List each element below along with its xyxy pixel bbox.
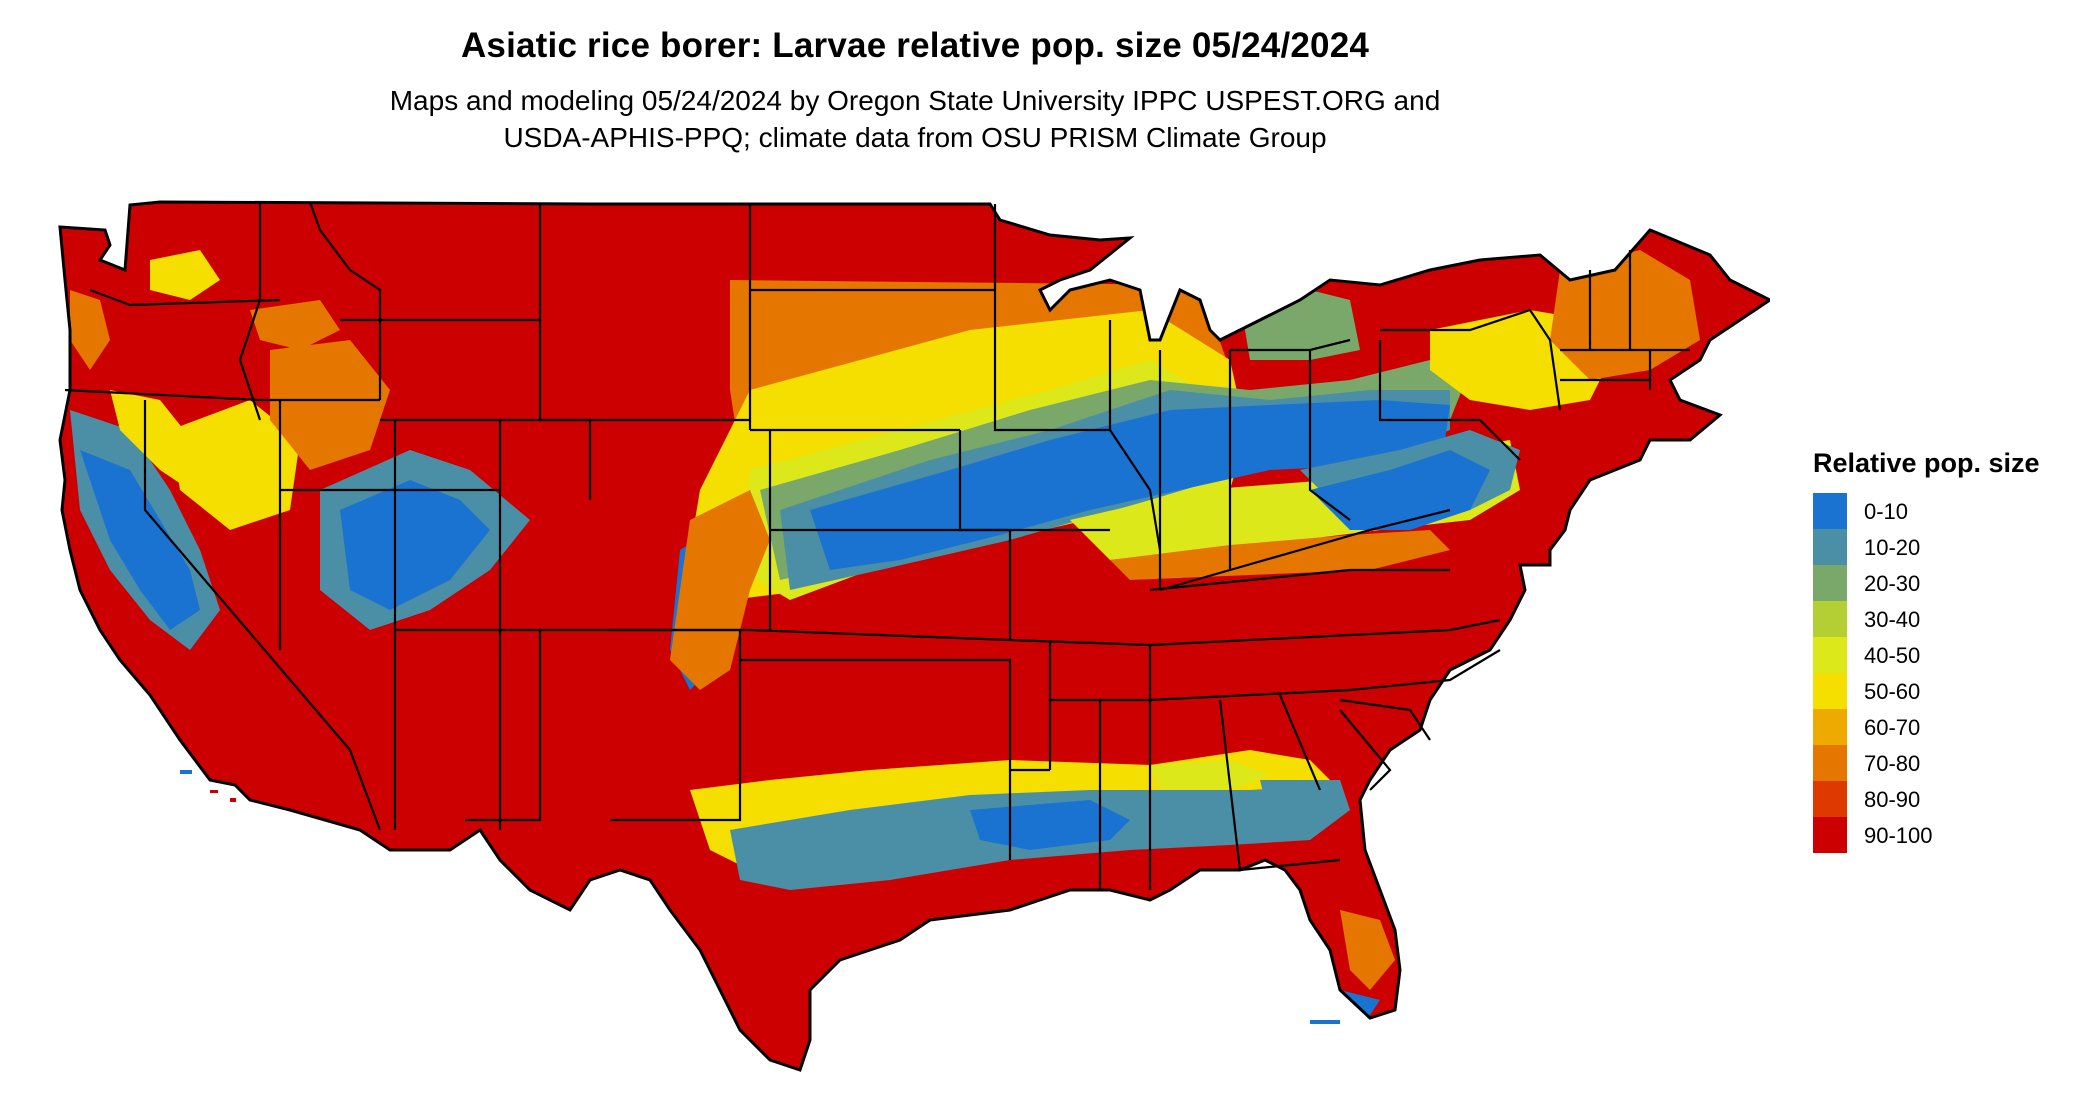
legend-label: 70-80 <box>1864 751 1921 776</box>
state-border <box>1149 618 1501 647</box>
legend-swatch <box>1813 745 1847 781</box>
legend-swatch <box>1813 817 1847 853</box>
risk-zone-alabama-lime <box>1150 760 1270 790</box>
legend-item: 60-70 <box>1813 709 2083 745</box>
state-border <box>308 201 382 400</box>
legend-label: 60-70 <box>1864 715 1921 740</box>
legend-label: 80-90 <box>1864 787 1921 812</box>
risk-zone-washington-yellow <box>150 250 220 300</box>
risk-zone-southwest-blue <box>340 480 490 610</box>
legend-item: 90-100 <box>1813 817 2083 853</box>
state-border <box>1149 688 1351 702</box>
channel-islands <box>230 798 236 802</box>
risk-zone-newengland-orange <box>1550 250 1700 380</box>
legend-swatch <box>1813 673 1847 709</box>
legend-label: 20-30 <box>1864 571 1921 596</box>
state-border <box>1149 568 1450 592</box>
risk-zone-plains-blue <box>810 400 1450 570</box>
us-risk-map <box>58 200 1770 1072</box>
map-title: Asiatic rice borer: Larvae relative pop.… <box>460 26 1370 65</box>
map-subtitle-line-1: Maps and modeling 05/24/2024 by Oregon S… <box>389 85 1441 116</box>
state-border <box>958 430 1110 532</box>
risk-zone-idaho-orange <box>250 300 340 350</box>
risk-zone-utah-orange <box>270 340 390 470</box>
state-border <box>1378 340 1480 422</box>
legend: Relative pop. size 0-10 10-20 20-30 30-40 40… <box>1813 448 2083 853</box>
risk-zone-nevada-yellow <box>170 400 300 530</box>
legend-swatch <box>1813 709 1847 745</box>
state-border <box>740 658 1050 772</box>
state-border <box>1308 350 1351 521</box>
risk-zone-newmexico-orange <box>670 490 770 690</box>
legend-swatch <box>1813 637 1847 673</box>
legend-swatch <box>1813 529 1847 565</box>
legend-item: 10-20 <box>1813 529 2083 565</box>
risk-zone-florida-tip-orange <box>1340 910 1395 990</box>
legend-label: 10-20 <box>1864 535 1921 560</box>
legend-label: 50-60 <box>1864 679 1921 704</box>
legend-items: 0-10 10-20 20-30 30-40 40-50 50-60 60-70 70-80 8… <box>1813 493 2083 853</box>
state-border <box>749 628 1011 642</box>
risk-zone-florida-teal <box>1260 780 1350 830</box>
state-borders <box>64 201 1690 890</box>
risk-zone-sierra-yellow <box>110 390 200 490</box>
state-border <box>1380 308 1531 332</box>
legend-swatch <box>1813 781 1847 817</box>
legend-item: 70-80 <box>1813 745 2083 781</box>
state-border <box>143 400 382 831</box>
state-border <box>1008 530 1151 647</box>
state-border <box>465 630 542 822</box>
state-border <box>89 288 281 307</box>
legend-swatch <box>1813 601 1847 637</box>
channel-islands <box>210 790 218 793</box>
state-border <box>64 388 261 402</box>
risk-zone-oregon-orange <box>70 290 110 370</box>
state-border <box>1109 429 1162 551</box>
state-border <box>1339 709 1392 791</box>
risk-zone-appalachia-blue <box>1310 450 1490 530</box>
state-border <box>1479 419 1521 461</box>
legend-label: 0-10 <box>1864 499 1909 524</box>
state-border <box>610 628 742 822</box>
legend-label: 30-40 <box>1864 607 1921 632</box>
legend-item: 30-40 <box>1813 601 2083 637</box>
channel-islands <box>180 770 192 774</box>
legend-label: 90-100 <box>1864 823 1933 848</box>
legend-item: 80-90 <box>1813 781 2083 817</box>
risk-raster <box>60 202 1770 1070</box>
legend-title: Relative pop. size <box>1813 448 2040 478</box>
map-subtitle-line-2: USDA-APHIS-PPQ; climate data from OSU PR… <box>503 122 1327 153</box>
state-border <box>1218 699 1242 871</box>
florida-keys <box>1310 1020 1340 1024</box>
legend-label: 40-50 <box>1864 643 1921 668</box>
state-border <box>1239 858 1341 872</box>
legend-item: 40-50 <box>1813 637 2083 673</box>
state-border <box>993 204 1110 432</box>
state-border <box>1159 508 1451 592</box>
state-border <box>1278 694 1322 791</box>
legend-item: 0-10 <box>1813 493 2083 529</box>
us-outline <box>58 200 1770 1072</box>
risk-zone-california-blue <box>80 450 200 630</box>
legend-swatch <box>1813 493 1847 529</box>
state-border <box>1529 309 1562 411</box>
state-border <box>238 202 262 421</box>
state-border <box>1349 649 1501 692</box>
state-border <box>1339 698 1431 741</box>
legend-swatch <box>1813 565 1847 601</box>
legend-item: 20-30 <box>1813 565 2083 601</box>
legend-item: 50-60 <box>1813 673 2083 709</box>
